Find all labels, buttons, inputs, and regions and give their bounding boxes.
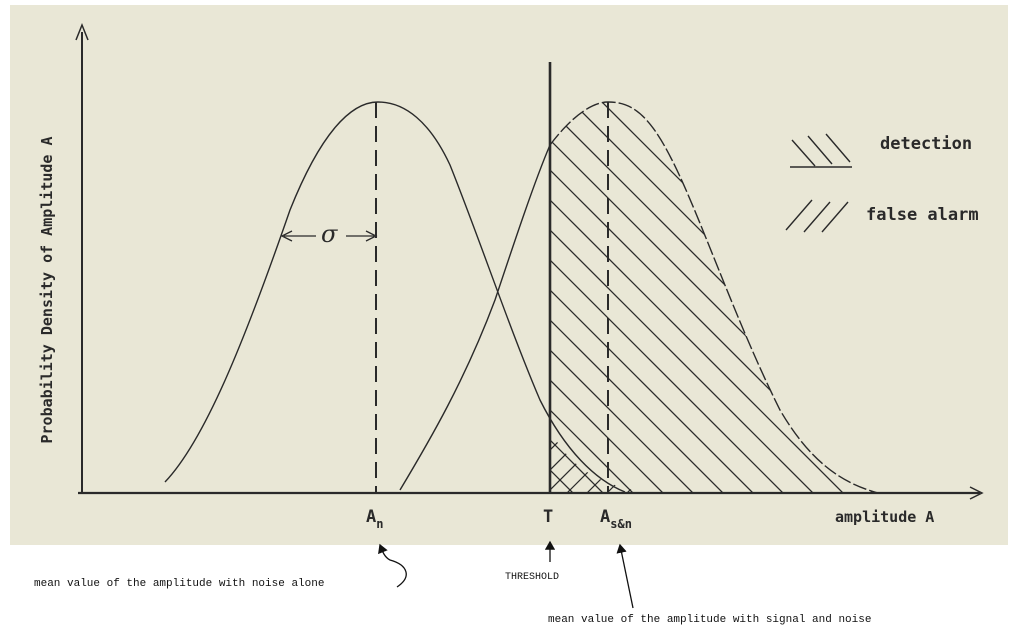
x-axis-label: amplitude A bbox=[835, 508, 935, 526]
legend-false-alarm-label: false alarm bbox=[866, 205, 979, 225]
tick-an-sub: n bbox=[376, 517, 384, 531]
tick-label-signal-mean: As&n bbox=[600, 507, 632, 531]
noise-distribution-curve bbox=[164, 101, 626, 493]
signal-noise-curve-left bbox=[399, 144, 551, 491]
signal-mean-pointer bbox=[616, 543, 634, 609]
paper-background bbox=[10, 5, 1008, 545]
annotation-threshold: THRESHOLD bbox=[505, 572, 560, 583]
sigma-label: σ bbox=[321, 220, 338, 248]
tick-an-main: A bbox=[366, 507, 377, 527]
tick-asn-sub: s&n bbox=[610, 517, 632, 531]
annotation-noise-mean: mean value of the amplitude with noise a… bbox=[34, 578, 325, 590]
tick-label-noise-mean: An bbox=[366, 507, 383, 531]
signal-noise-curve-right bbox=[549, 101, 879, 494]
legend-detection-swatch bbox=[790, 133, 852, 168]
tick-asn-main: A bbox=[600, 507, 611, 527]
detection-hatch-area bbox=[550, 102, 878, 493]
noise-mean-pointer bbox=[378, 543, 407, 588]
sigma-arrowhead-left bbox=[280, 230, 293, 242]
legend-detection-label: detection bbox=[880, 134, 973, 154]
legend-false-alarm-swatch bbox=[785, 199, 849, 233]
tick-label-threshold: T bbox=[543, 507, 554, 527]
annotation-signal-mean: mean value of the amplitude with signal … bbox=[548, 614, 872, 626]
y-axis-label: Probability Density of Amplitude A bbox=[38, 136, 56, 444]
x-axis-arrow bbox=[969, 486, 984, 500]
y-axis-arrow bbox=[75, 22, 89, 41]
sigma-arrowhead-right bbox=[365, 230, 378, 242]
